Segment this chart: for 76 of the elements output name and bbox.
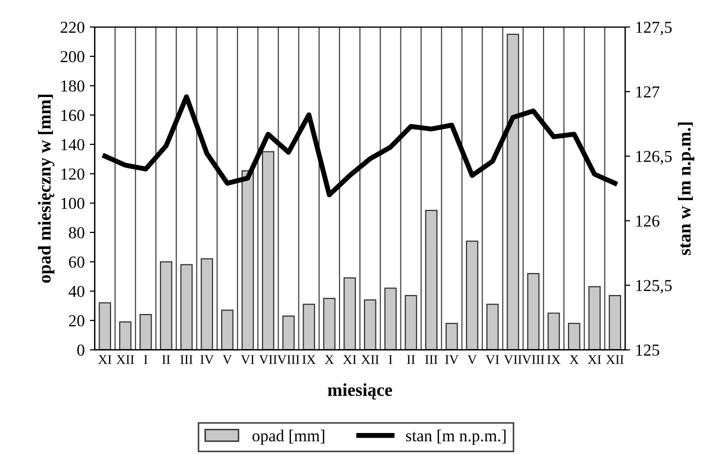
bar [446,322,458,350]
bar [200,258,214,350]
x-tick-label: VII [504,355,522,364]
x-tick-label: VIII [277,355,300,364]
x-tick-label: IX [547,355,560,364]
x-tick-label: VI [240,355,254,364]
x-tick-label: XII [116,355,134,364]
bar [302,304,316,350]
y-tick-label: 220 [60,22,84,33]
bar [506,34,520,350]
x-tick-label: VII [259,355,277,364]
y2-tick-label: 127,5 [636,22,672,36]
bar [486,304,499,350]
y-tick-label: 180 [61,80,84,92]
y-tick-label: 160 [61,110,84,121]
x-tick-label: IV [445,355,459,364]
y2-tick-label: 126,5 [636,150,672,164]
x-tick-label: I [144,355,148,364]
bar [404,294,418,350]
y-tick-label: 140 [61,139,84,150]
bar [119,321,132,350]
bar [282,316,295,350]
y-tick-label: 20 [69,315,84,326]
y2-tick-label: 125,5 [636,280,672,294]
x-tick-label: XII [361,355,379,364]
y-tick-label: 100 [61,198,84,210]
bar [364,299,376,350]
bar [160,261,172,350]
bar [242,170,254,350]
bar [548,312,560,350]
x-tick-label: XII [606,355,624,364]
legend-label: opad [mm] [252,430,324,445]
x-axis-title: miesiące [328,383,392,400]
x-tick-label: XI [588,355,602,364]
x-tick-label: IV [200,355,214,364]
x-tick-label: V [222,355,232,364]
x-tick-label: III [180,355,193,364]
bar [466,240,478,350]
bar [323,298,336,350]
bar [140,314,152,350]
x-tick-label: VI [486,355,500,364]
x-tick-label: II [162,355,170,364]
bar [568,322,580,350]
x-tick-label: V [468,355,477,364]
y-tick-label: 200 [60,51,84,62]
x-tick-label: VIII [522,355,544,364]
bar [425,210,438,350]
y-tick-label: 0 [77,344,84,356]
y-tick-label: 40 [68,286,84,298]
legend-label: stan [m n.p.m.] [406,430,506,445]
x-tick-label: XI [98,355,112,364]
y-tick-label: 60 [69,256,84,268]
x-tick-label: XI [343,355,356,364]
y-axis-title: opad miesięczny w [mm] [38,94,54,283]
x-tick-label: III [425,355,438,364]
x-tick-label: X [324,355,334,364]
bar [588,286,601,350]
bar [608,294,622,350]
y2-tick-label: 126 [636,215,660,227]
bar [221,310,234,350]
bar [98,302,112,350]
y2-tick-label: 127 [636,86,660,98]
x-tick-label: IX [302,355,316,364]
y-tick-label: 120 [61,168,84,180]
bar [262,151,274,350]
x-tick-label: X [570,355,579,364]
bar [344,277,356,350]
line-series [102,94,618,198]
bar [180,264,193,350]
y2-axis-title: stan w [m n.p.m.] [678,122,694,256]
x-tick-label: II [407,355,415,364]
x-tick-label: I [388,355,392,364]
bar [527,272,540,350]
bar [384,288,397,350]
y2-tick-label: 125 [636,344,660,356]
y-tick-label: 80 [68,227,84,238]
